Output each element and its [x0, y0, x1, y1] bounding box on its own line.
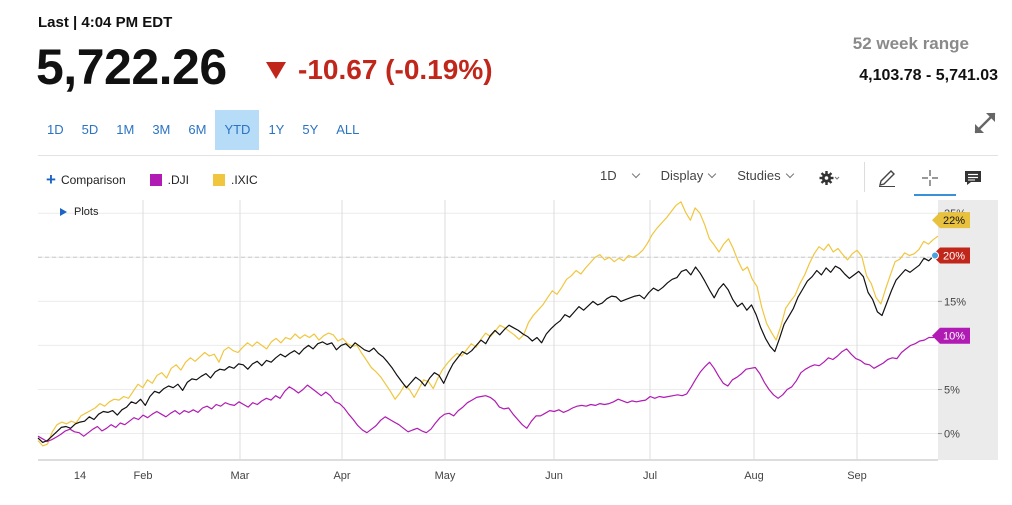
- price-tag-shape: [932, 327, 970, 344]
- crosshair-active-indicator: [914, 194, 956, 196]
- toolbar-separator: [864, 162, 865, 192]
- series-line: [37, 201, 939, 447]
- legend-swatch-dji: [149, 174, 162, 186]
- period-selector: 1D 5D 1M 3M 6M YTD 1Y 5Y ALL: [38, 110, 368, 150]
- display-label: Display: [660, 168, 704, 183]
- comment-button[interactable]: [957, 162, 989, 194]
- price-tag-label: 10%: [943, 331, 965, 343]
- price-tag-ixic: 22%: [932, 212, 970, 229]
- range-value: 4,103.78 - 5,741.03: [859, 67, 998, 84]
- expand-icon[interactable]: [972, 110, 998, 136]
- interval-label: 1D: [600, 168, 617, 183]
- down-arrow-icon: [266, 61, 286, 79]
- x-tick-label: May: [435, 470, 456, 482]
- price-tag-shape: [932, 212, 970, 229]
- x-tick-label: Sep: [847, 470, 867, 482]
- chart-toolbar: 1D Display Studies: [600, 168, 815, 183]
- legend-label-dji: .DJI: [167, 173, 189, 187]
- period-3m[interactable]: 3M: [152, 122, 171, 137]
- x-tick-label: Aug: [744, 470, 764, 482]
- period-5y[interactable]: 5Y: [302, 122, 319, 137]
- settings-button[interactable]: [814, 162, 846, 194]
- y-tick-label: 15%: [944, 296, 966, 308]
- price-tag-label: 20%: [943, 251, 965, 263]
- y-tick-label: 0%: [944, 429, 960, 441]
- period-6m[interactable]: 6M: [188, 122, 207, 137]
- period-all[interactable]: ALL: [336, 122, 360, 137]
- x-tick-label: Mar: [231, 470, 250, 482]
- price-change-value: -10.67 (-0.19%): [298, 54, 493, 85]
- studies-label: Studies: [737, 168, 781, 183]
- index-price: 5,722.26: [36, 39, 227, 95]
- period-1m[interactable]: 1M: [116, 122, 135, 137]
- series-line: [37, 254, 939, 443]
- comment-icon: [965, 171, 981, 185]
- price-tag-dji: 10%: [932, 327, 970, 344]
- legend-item-dji[interactable]: .DJI: [149, 173, 189, 187]
- legend-label-ixic: .IXIC: [230, 173, 258, 187]
- price-change: -10.67 (-0.19%): [266, 54, 493, 86]
- price-tag-main: 20%: [932, 247, 970, 264]
- x-tick-label: Jun: [545, 470, 563, 482]
- draw-button[interactable]: [871, 162, 903, 194]
- period-ytd[interactable]: YTD: [215, 110, 260, 150]
- crosshair-button[interactable]: [914, 162, 946, 194]
- current-point-marker: [931, 251, 939, 260]
- range-label: 52 week range: [852, 34, 969, 53]
- chart-legend: + Comparison .DJI .IXIC: [46, 170, 258, 189]
- interval-dropdown[interactable]: 1D: [600, 168, 640, 183]
- studies-dropdown[interactable]: Studies: [737, 168, 794, 183]
- caret-right-icon: [60, 208, 67, 216]
- gear-icon: [819, 171, 840, 185]
- series-line: [37, 335, 939, 443]
- price-tag-shape: [932, 247, 970, 264]
- comparison-label: Comparison: [60, 173, 126, 187]
- x-tick-label: Jul: [643, 470, 657, 482]
- price-tag-label: 22%: [943, 215, 965, 227]
- x-tick-label: Apr: [333, 470, 350, 482]
- x-tick-label: Feb: [134, 470, 153, 482]
- pencil-icon: [879, 170, 895, 187]
- legend-swatch-ixic: [212, 174, 225, 186]
- period-1y[interactable]: 1Y: [268, 122, 285, 137]
- toolbar-divider: [38, 155, 998, 156]
- period-5d[interactable]: 5D: [81, 122, 99, 137]
- y-tick-label: 5%: [944, 384, 960, 396]
- legend-item-ixic[interactable]: .IXIC: [212, 173, 258, 187]
- period-1d[interactable]: 1D: [47, 122, 64, 137]
- display-dropdown[interactable]: Display: [660, 168, 717, 183]
- x-tick-label: 14: [74, 470, 86, 482]
- plots-label: Plots: [74, 206, 99, 218]
- plus-icon: +: [46, 170, 56, 189]
- plots-toggle[interactable]: Plots: [60, 206, 98, 218]
- crosshair-icon: [922, 170, 938, 186]
- comparison-button[interactable]: + Comparison: [46, 170, 126, 189]
- last-updated-label: Last | 4:04 PM EDT: [38, 14, 173, 31]
